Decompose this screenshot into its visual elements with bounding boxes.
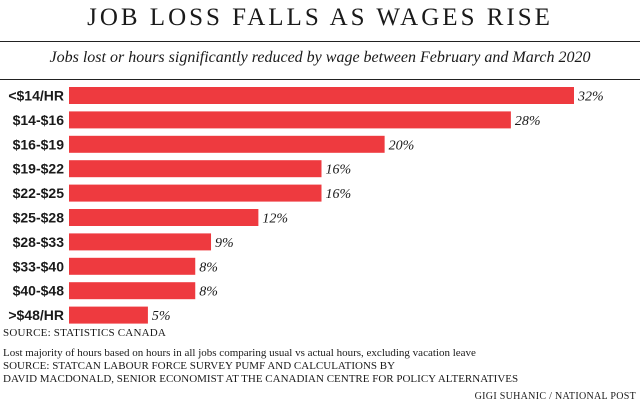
bar-chart: <$14/HR 32% $14-$16 28% $16-$19 20% $19-$22 16%… (8, 87, 604, 324)
category-label: $25-$28 (13, 210, 65, 226)
category-label: >$48/HR (8, 307, 64, 323)
value-label: 9% (215, 236, 234, 251)
value-label: 16% (326, 163, 352, 178)
methodology-note: Lost majority of hours based on hours in… (3, 347, 638, 386)
credit-line: GIGI SUHANIC / NATIONAL POST (474, 391, 636, 402)
category-label: $22-$25 (13, 185, 65, 201)
category-label: $28-$33 (13, 234, 65, 250)
value-label: 8% (199, 285, 218, 300)
bar (69, 160, 322, 178)
note-line: Lost majority of hours based on hours in… (3, 347, 476, 359)
category-label: $19-$22 (13, 161, 65, 177)
bar (69, 306, 148, 324)
value-label: 28% (515, 114, 541, 129)
value-label: 20% (389, 138, 415, 153)
bar (69, 282, 196, 300)
subtitle-rule (0, 79, 640, 80)
category-label: <$14/HR (8, 88, 64, 104)
value-label: 12% (262, 212, 288, 227)
value-label: 8% (199, 260, 218, 275)
category-label: $40-$48 (13, 283, 65, 299)
category-label: $16-$19 (13, 136, 65, 152)
value-label: 5% (152, 309, 171, 324)
note-line: SOURCE: STATCAN LABOUR FORCE SURVEY PUMF… (3, 360, 396, 372)
chart-title: JOB LOSS FALLS AS WAGES RISE (87, 4, 553, 31)
bar (69, 257, 196, 275)
bar (69, 135, 385, 153)
bar (69, 233, 212, 251)
source-statistics-canada: SOURCE: STATISTICS CANADA (3, 327, 167, 339)
bar (69, 111, 511, 129)
bar (69, 209, 259, 226)
value-label: 16% (326, 187, 352, 202)
category-label: $33-$40 (13, 258, 65, 274)
bar (69, 184, 322, 202)
title-rule (0, 41, 640, 42)
category-label: $14-$16 (13, 112, 65, 128)
bar (69, 87, 574, 104)
value-label: 32% (577, 90, 604, 105)
chart-subtitle: Jobs lost or hours significantly reduced… (49, 49, 591, 66)
note-line: DAVID MACDONALD, SENIOR ECONOMIST AT THE… (3, 373, 519, 385)
